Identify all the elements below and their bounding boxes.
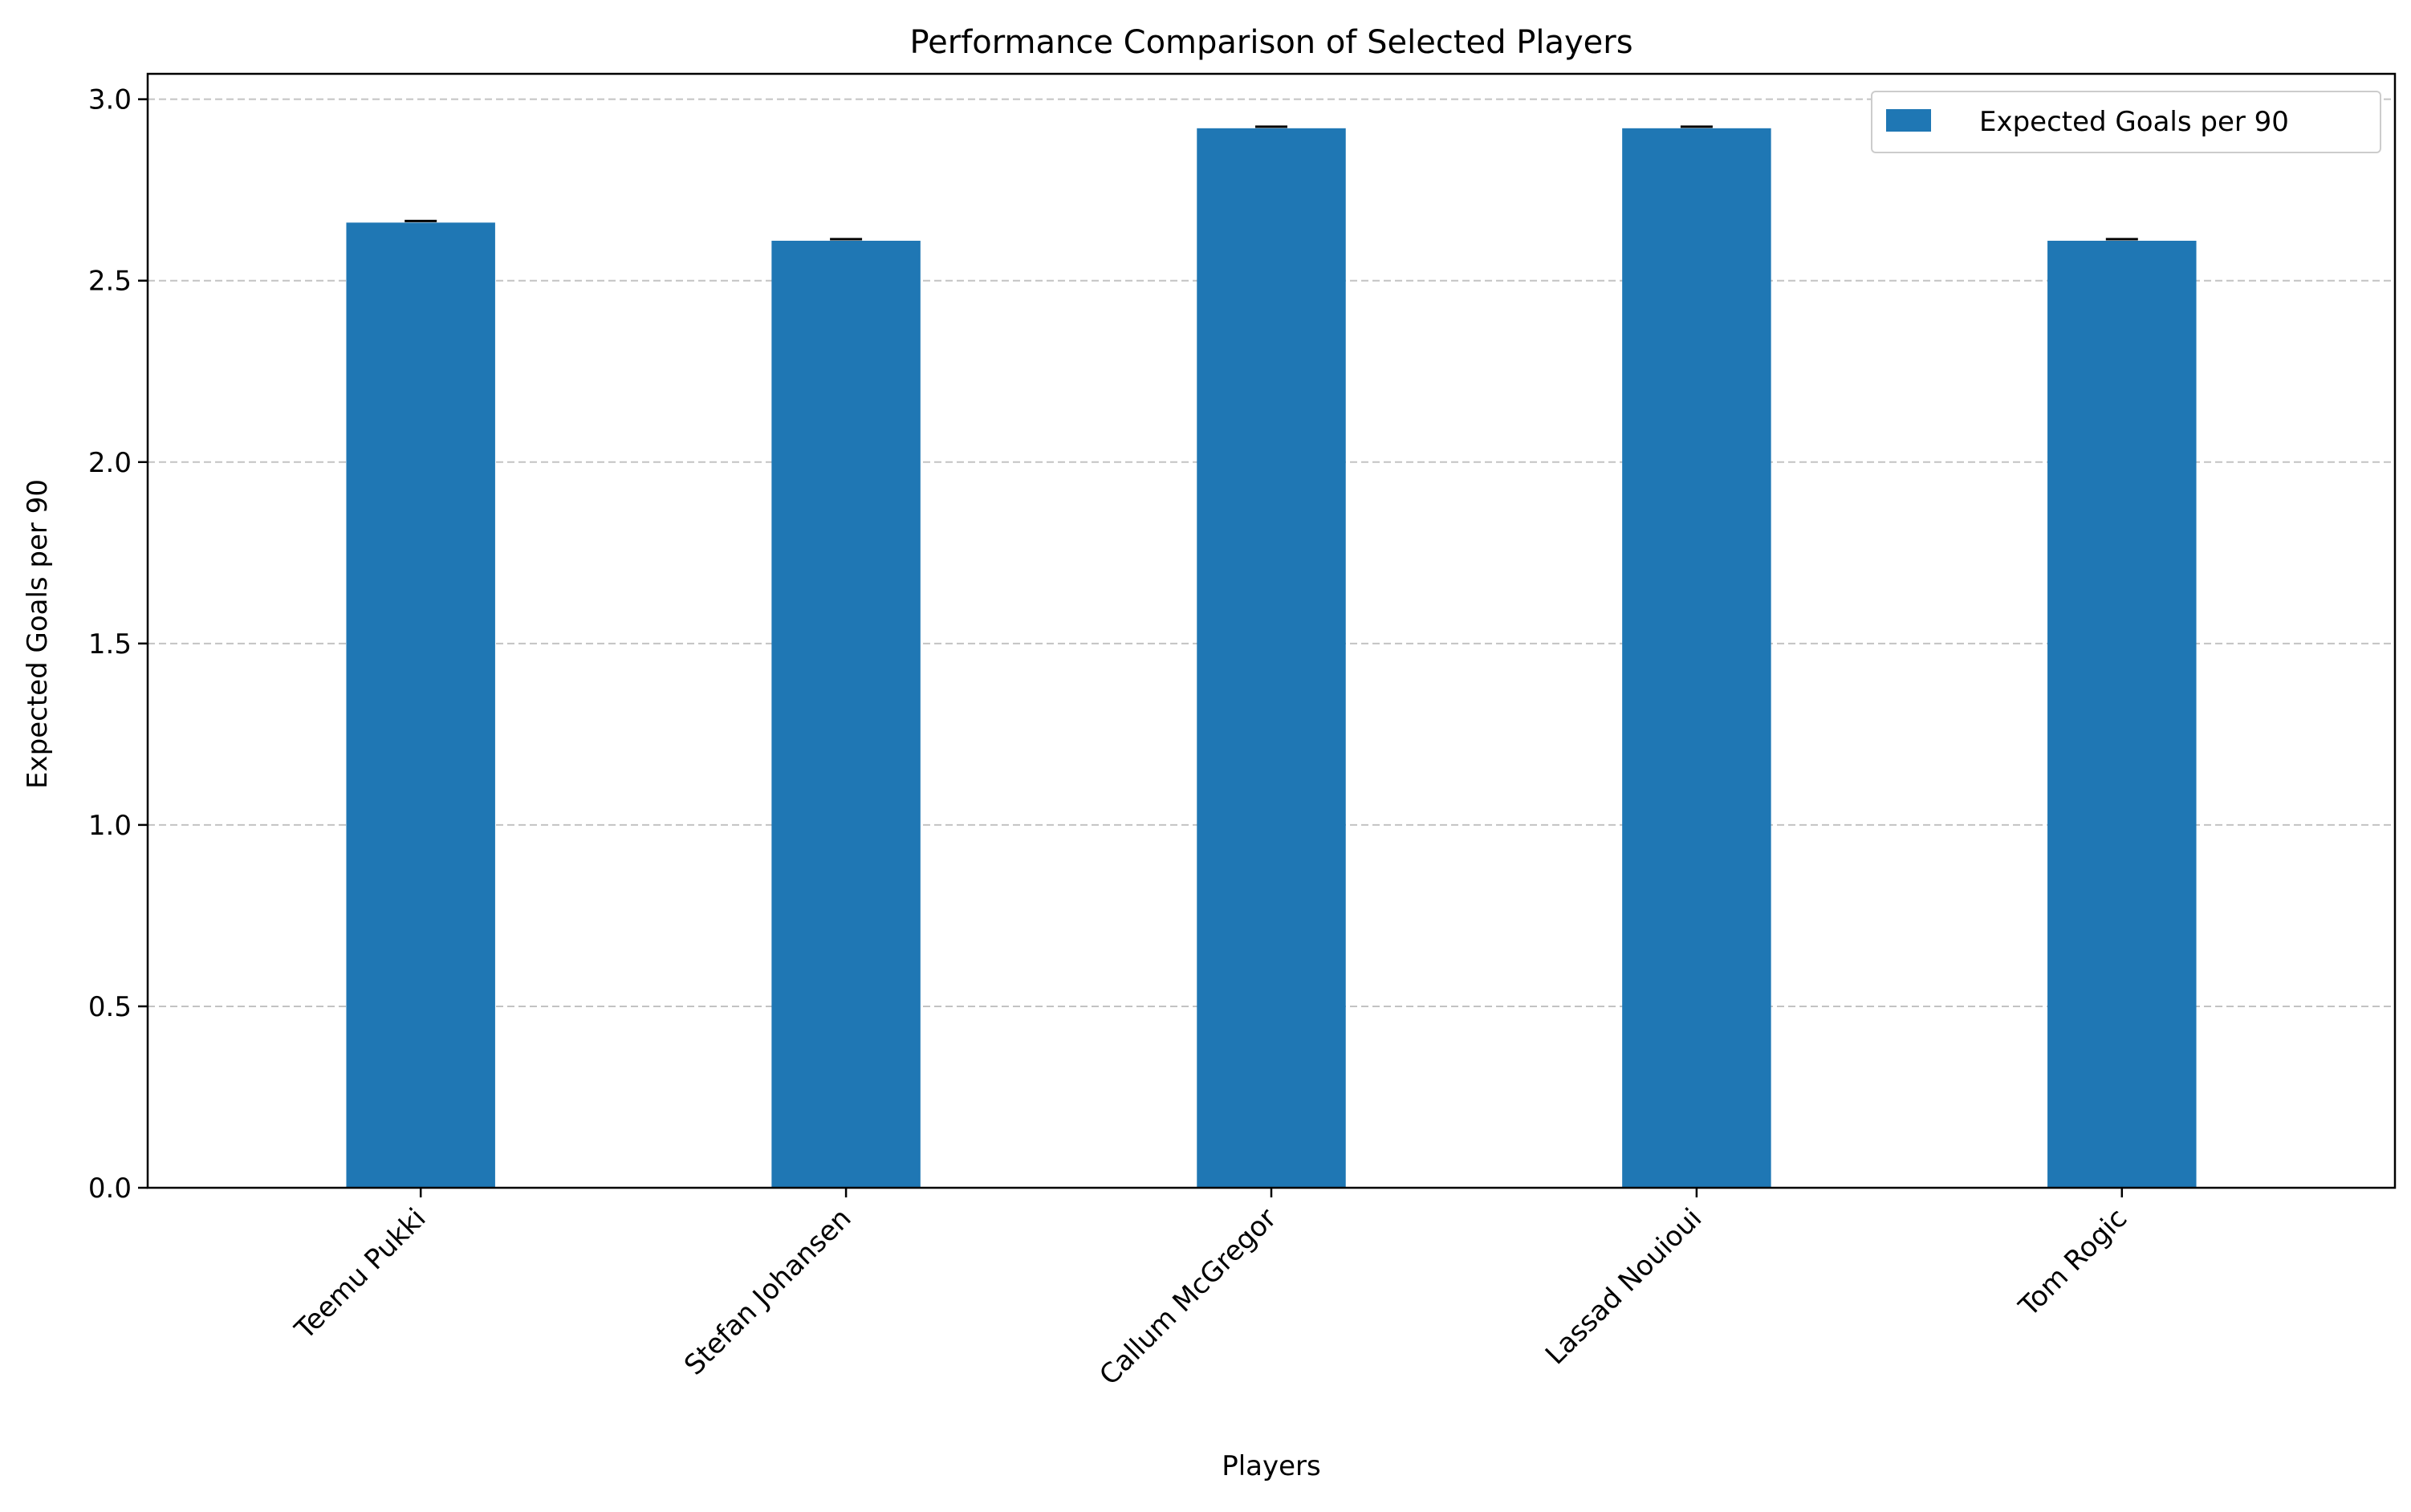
legend-swatch <box>1886 109 1931 132</box>
legend-frame <box>1871 91 2381 153</box>
error-bars <box>405 125 2138 241</box>
bar-callum-mcgregor <box>1197 128 1346 1188</box>
y-axis-ticks: 0.0 0.5 1.0 1.5 2.0 2.5 3.0 <box>88 84 148 1205</box>
x-axis-label: Players <box>1222 1450 1321 1482</box>
bar-lassad-nouioui <box>1622 128 1771 1188</box>
legend: Expected Goals per 90 <box>1871 91 2381 153</box>
bar-stefan-johansen <box>771 240 921 1189</box>
bar-teemu-pukki <box>346 222 495 1189</box>
y-tick-label: 1.0 <box>88 810 132 842</box>
y-axis-label: Expected Goals per 90 <box>22 479 54 789</box>
y-tick-label: 1.5 <box>88 628 132 660</box>
chart-title: Performance Comparison of Selected Playe… <box>909 24 1632 61</box>
y-tick-label: 3.0 <box>88 84 132 116</box>
y-tick-label: 0.0 <box>88 1173 132 1205</box>
y-tick-label: 0.5 <box>88 991 132 1023</box>
y-tick-label: 2.5 <box>88 266 132 298</box>
bar-tom-rogic <box>2047 240 2197 1189</box>
bars <box>346 128 2197 1189</box>
legend-label: Expected Goals per 90 <box>1979 106 2289 138</box>
y-tick-label: 2.0 <box>88 447 132 479</box>
